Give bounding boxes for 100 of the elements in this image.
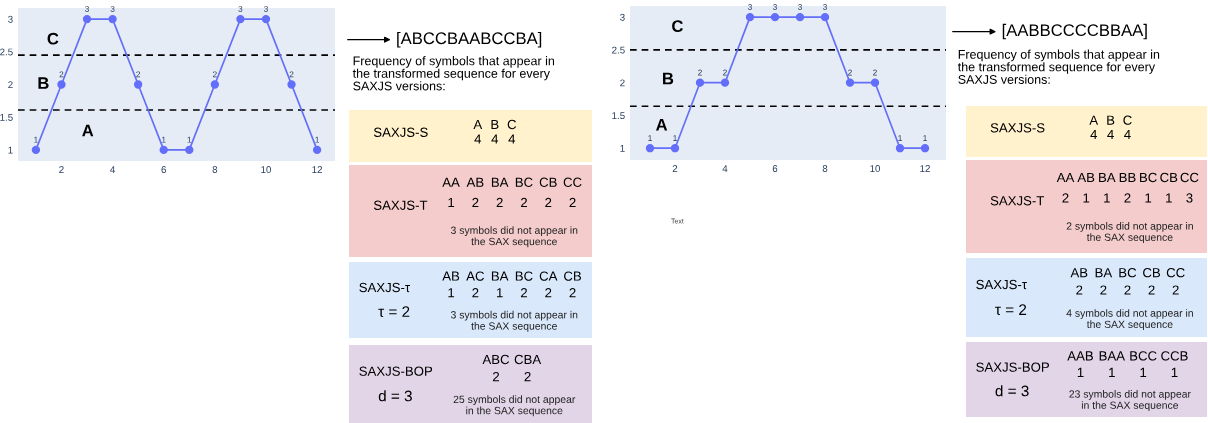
annotation: A — [82, 124, 94, 137]
data-label: 3 — [85, 6, 89, 12]
data-label: 1 — [448, 197, 455, 208]
data-label: 1 — [1145, 193, 1152, 203]
text: τ = 2 — [378, 306, 410, 318]
data-label: 4 — [1090, 129, 1098, 139]
data-label: 3 — [748, 4, 752, 10]
data-label: 2 — [1124, 285, 1131, 295]
data-label: 3 — [238, 6, 243, 12]
x-tick-label: 12 — [920, 165, 930, 172]
category-label: ABC — [482, 354, 510, 365]
data-label: 2 — [524, 371, 531, 382]
y-tick-label: 3 — [8, 15, 13, 23]
category-label: CB — [539, 177, 557, 187]
data-label: 4 — [508, 134, 516, 144]
data-label: 4 — [1107, 129, 1114, 139]
data-label: 2 — [848, 69, 852, 76]
data-label: 3 — [110, 6, 115, 12]
text: [AABBCCCCBBAA] — [1002, 23, 1147, 40]
text: SAXJS-τ — [359, 282, 411, 293]
data-label: 2 — [698, 69, 702, 76]
category-label: AA — [1056, 172, 1075, 183]
text: Frequency of symbols that appear in the transformed sequence for every SAXJS versions: — [957, 49, 1160, 84]
y-tick-label: 1 — [620, 145, 625, 152]
y-tick-label: 2 — [8, 81, 13, 89]
data-label: 1 — [1104, 193, 1110, 203]
data-label: 1 — [497, 288, 503, 298]
x-tick-label: 4 — [110, 166, 116, 173]
x-tick-label: 6 — [772, 165, 778, 172]
data-label: 2 — [1124, 193, 1131, 203]
category-label: CC — [1180, 172, 1199, 183]
text: SAXJS-BOP — [359, 366, 433, 376]
data-label: 2 — [723, 69, 727, 76]
category-label: B — [1107, 115, 1115, 125]
text: [ABCCBAABCCBA] — [397, 31, 542, 48]
category-label: AB — [1077, 172, 1095, 183]
data-label: 3 — [798, 4, 802, 10]
category-label: CB — [1143, 268, 1161, 278]
data-label: 2 — [472, 197, 479, 208]
data-label: 1 — [1140, 367, 1147, 377]
category-label: A — [473, 119, 483, 130]
data-label: 2 — [520, 197, 527, 208]
data-label: 1 — [898, 135, 902, 141]
data-label: 3 — [823, 4, 827, 10]
x-tick-label: 4 — [722, 165, 728, 172]
annotation: C — [672, 20, 683, 33]
category-label: CB — [564, 271, 582, 281]
text: SAXJS-S — [373, 127, 428, 137]
data-label: 2 — [136, 71, 141, 78]
category-label: CB — [1160, 172, 1178, 183]
category-label: BC — [1119, 268, 1137, 278]
category-label: BA — [1099, 172, 1116, 183]
annotation: B — [38, 77, 49, 89]
data-label: 1 — [1171, 367, 1178, 377]
data-label: 1 — [187, 136, 192, 143]
data-label: 1 — [1083, 193, 1090, 203]
text: τ = 2 — [995, 304, 1027, 316]
category-label: AA — [442, 177, 460, 187]
x-tick-label: 8 — [822, 165, 828, 172]
data-label: 2 — [289, 71, 294, 78]
text: 23 symbols did not appear in the SAX sequence — [1069, 390, 1191, 411]
data-label: 1 — [1166, 193, 1172, 203]
category-label: BB — [1119, 172, 1136, 183]
category-label: C — [507, 119, 517, 130]
text: d = 3 — [995, 385, 1029, 397]
data-label: 2 — [1172, 285, 1179, 295]
text: SAXJS-T — [990, 196, 1045, 206]
data-label: 3 — [1186, 193, 1193, 203]
data-label: 2 — [873, 69, 877, 76]
x-tick-label: 8 — [212, 166, 218, 173]
data-label: 1 — [648, 135, 652, 141]
category-label: BC — [1140, 172, 1157, 183]
data-label: 2 — [520, 288, 527, 298]
category-label: BC — [515, 177, 533, 187]
category-label: AB — [1070, 268, 1088, 278]
data-label: 2 — [496, 197, 503, 208]
y-tick-label: 3 — [620, 13, 625, 21]
text: d = 3 — [378, 390, 412, 402]
y-tick-label: 1.5 — [612, 112, 625, 120]
x-tick-label: 2 — [59, 166, 64, 173]
x-tick-label: 12 — [312, 166, 323, 173]
data-label: 2 — [59, 71, 64, 78]
data-label: 1 — [1109, 367, 1115, 377]
data-label: 1 — [673, 135, 677, 141]
category-label: CBA — [514, 354, 542, 365]
category-label: AB — [466, 177, 484, 187]
category-label: A — [1089, 115, 1099, 125]
data-label: 2 — [1062, 193, 1069, 203]
x-tick-label: 2 — [672, 165, 678, 172]
data-label: 2 — [1076, 285, 1083, 295]
category-label: BCC — [1130, 351, 1157, 361]
category-label: CC — [1166, 268, 1185, 278]
data-label: 1 — [1077, 367, 1084, 377]
category-label: AC — [466, 271, 485, 281]
category-label: BC — [515, 271, 533, 281]
data-label: 2 — [472, 288, 479, 298]
y-tick-label: 2.5 — [0, 48, 13, 56]
text: 25 symbols did not appear in the SAX sequence — [453, 395, 576, 417]
data-label: 1 — [923, 135, 927, 141]
data-label: 3 — [263, 6, 268, 12]
